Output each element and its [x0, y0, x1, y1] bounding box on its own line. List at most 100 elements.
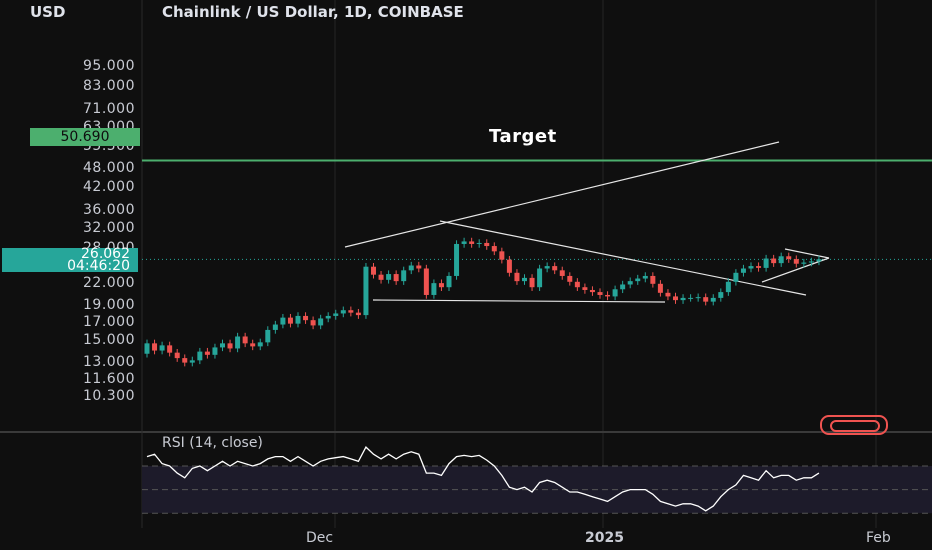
grid: [0, 0, 932, 528]
candle-down: [491, 246, 497, 252]
candle-down: [250, 343, 256, 347]
candle-down: [416, 265, 422, 269]
price-tick-label: 17.000: [83, 313, 135, 330]
candle-up: [446, 275, 452, 288]
candle-up: [144, 343, 150, 354]
candle-down: [204, 351, 210, 355]
candle-up: [295, 315, 301, 324]
candle-up: [695, 297, 701, 299]
rising-resistance-line: [344, 141, 780, 248]
candle-up: [159, 345, 165, 351]
candle-down: [589, 289, 595, 293]
candles: [144, 237, 822, 367]
candle-up: [476, 242, 482, 244]
price-tick-label: 95.000: [83, 58, 135, 75]
candle-up: [408, 265, 414, 271]
candle-up: [740, 268, 746, 273]
candle-down: [182, 358, 188, 363]
price-tick-label: 32.000: [83, 219, 135, 236]
candle-down: [310, 320, 316, 326]
candle-up: [280, 317, 286, 325]
candle-down: [499, 251, 505, 260]
price-tick-label: 15.000: [83, 332, 135, 349]
candle-down: [529, 277, 535, 288]
candle-up: [325, 315, 331, 319]
bar-countdown: 04:46:20: [67, 258, 130, 274]
price-tick-label: 13.000: [83, 353, 135, 370]
x-label-2025: 2025: [585, 530, 624, 546]
candle-down: [786, 256, 792, 260]
candle-up: [816, 259, 822, 262]
candle-up: [544, 266, 550, 269]
candle-down: [771, 258, 777, 264]
candle-down: [287, 317, 293, 324]
pennant-upper-line: [784, 248, 830, 259]
price-tick-label: 22.000: [83, 275, 135, 292]
candle-down: [605, 294, 611, 297]
candle-up: [748, 266, 754, 269]
candle-down: [582, 287, 588, 290]
candle-down: [469, 241, 475, 244]
candle-up: [386, 274, 392, 280]
candle-up: [189, 360, 195, 363]
candle-down: [242, 336, 248, 344]
currency-label: USD: [30, 3, 66, 21]
price-tick-label: 48.000: [83, 159, 135, 176]
rsi-line: [146, 446, 820, 512]
candle-up: [801, 262, 807, 264]
candle-down: [303, 315, 309, 321]
x-label-feb: Feb: [866, 530, 891, 546]
pennant-lower-line: [761, 257, 830, 283]
candle-up: [212, 347, 218, 355]
candle-down: [348, 310, 354, 313]
price-tick-label: 11.600: [83, 370, 135, 387]
candle-up: [197, 351, 203, 361]
candle-up: [710, 297, 716, 302]
candle-up: [522, 277, 527, 282]
price-tick-label: 10.300: [83, 388, 135, 405]
price-tick-label: 42.000: [83, 179, 135, 196]
candle-up: [733, 272, 739, 282]
price-tick-label: 71.000: [83, 101, 135, 118]
rsi-pane: [142, 446, 932, 514]
candle-down: [793, 259, 799, 264]
candle-up: [808, 261, 814, 263]
rsi-title: RSI (14, close): [162, 435, 263, 451]
candle-down: [597, 292, 603, 295]
candle-down: [567, 275, 573, 282]
candle-up: [778, 256, 784, 264]
price-tick-label: 19.000: [83, 297, 135, 314]
candle-down: [665, 292, 671, 297]
logo-icon[interactable]: [820, 415, 888, 435]
candle-up: [635, 278, 641, 282]
candle-down: [152, 343, 158, 351]
candle-down: [423, 268, 429, 295]
candle-down: [484, 242, 490, 247]
candle-up: [680, 297, 686, 301]
candle-down: [657, 283, 663, 293]
candle-up: [363, 266, 369, 316]
price-tick-label: 83.000: [83, 78, 135, 95]
support-line: [372, 299, 666, 303]
candle-up: [257, 342, 263, 347]
descending-trendline: [439, 220, 807, 296]
candle-down: [371, 266, 376, 275]
candle-up: [220, 343, 225, 348]
candle-down: [355, 312, 361, 316]
current-price-tag: 26.062 04:46:20: [2, 247, 138, 274]
candle-down: [174, 352, 180, 359]
candle-up: [265, 329, 271, 343]
candle-down: [378, 274, 384, 280]
candle-down: [506, 259, 512, 273]
candle-up: [627, 281, 633, 285]
candle-up: [620, 284, 626, 290]
candle-up: [725, 281, 731, 293]
candle-up: [401, 270, 407, 282]
candle-down: [650, 275, 656, 284]
candle-up: [461, 241, 467, 244]
candle-up: [318, 318, 324, 326]
candle-down: [438, 283, 444, 288]
candle-down: [673, 296, 678, 301]
candle-up: [537, 268, 543, 288]
